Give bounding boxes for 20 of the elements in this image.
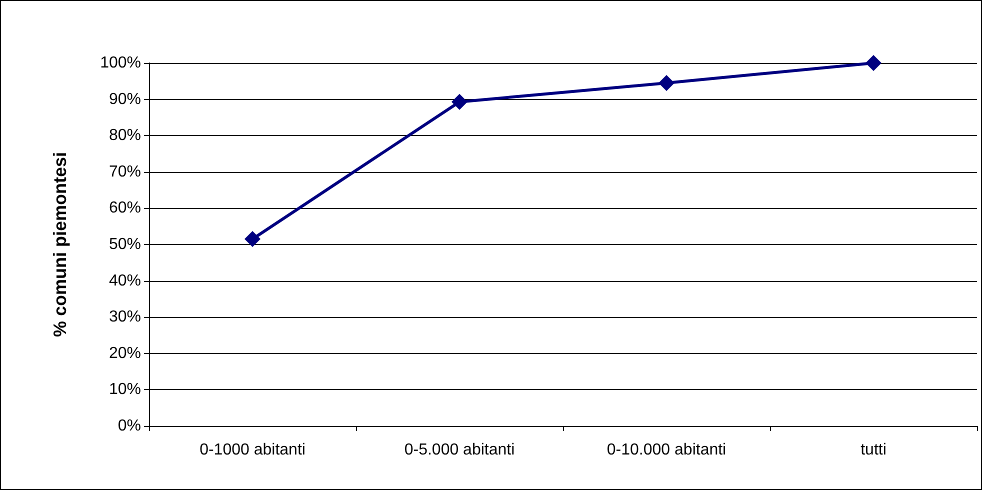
y-tick-label: 100% — [100, 54, 141, 72]
y-tick-label: 50% — [108, 236, 141, 253]
y-tick-label: 20% — [108, 344, 141, 362]
point — [244, 231, 260, 248]
y-tick-label: 70% — [108, 163, 141, 180]
x-tick-label: 0-5.000 abitanti — [404, 442, 515, 458]
x-tick-label: 0-10.000 abitanti — [606, 442, 726, 458]
point — [452, 94, 468, 110]
y-tick-label: 90% — [108, 90, 141, 108]
y-tick-label: 10% — [108, 381, 141, 398]
x-tick-label: 0-1000 abitanti — [200, 442, 306, 458]
y-tick-label: 40% — [108, 272, 141, 290]
point — [658, 74, 674, 91]
y-tick-label: 0% — [118, 418, 141, 434]
y-tick-label: 60% — [108, 200, 141, 217]
x-tick-label: tutti — [860, 442, 886, 458]
y-tick-label: 30% — [108, 308, 141, 326]
y-axis-title: % comuni piemontesi — [50, 152, 70, 338]
y-tick-label: 80% — [108, 127, 141, 144]
point — [866, 55, 882, 71]
